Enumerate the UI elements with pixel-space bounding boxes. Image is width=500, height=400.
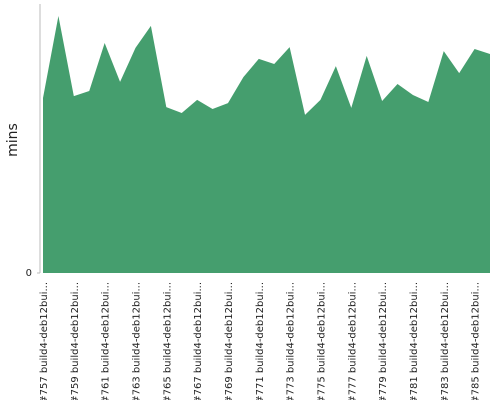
x-tick-label: #775 build4-deb12bui... bbox=[316, 282, 327, 400]
x-tick-label: #785 build4-deb12bui... bbox=[471, 282, 482, 400]
x-tick-label: #771 build4-deb12bui... bbox=[255, 282, 266, 400]
x-tick-label: #777 build4-deb12bui... bbox=[347, 282, 358, 400]
x-tick-label: #757 build4-deb12bui... bbox=[39, 282, 50, 400]
y-axis-title: mins bbox=[5, 123, 21, 157]
x-tick-label: #783 build4-deb12bui... bbox=[440, 282, 451, 400]
x-tick-label: #759 build4-deb12bui... bbox=[70, 282, 81, 400]
area bbox=[43, 15, 490, 273]
x-tick-label: #779 build4-deb12bui... bbox=[378, 282, 389, 400]
x-tick-label: #761 build4-deb12bui... bbox=[101, 282, 112, 400]
x-tick-label: #769 build4-deb12bui... bbox=[224, 282, 235, 400]
x-tick-label: #765 build4-deb12bui... bbox=[162, 282, 173, 400]
x-tick-label: #773 build4-deb12bui... bbox=[286, 282, 297, 400]
y-tick-label: 0 bbox=[26, 268, 32, 279]
x-tick-label: #767 build4-deb12bui... bbox=[193, 282, 204, 400]
x-tick-label: #763 build4-deb12bui... bbox=[131, 282, 142, 400]
x-tick-label: #781 build4-deb12bui... bbox=[409, 282, 420, 400]
